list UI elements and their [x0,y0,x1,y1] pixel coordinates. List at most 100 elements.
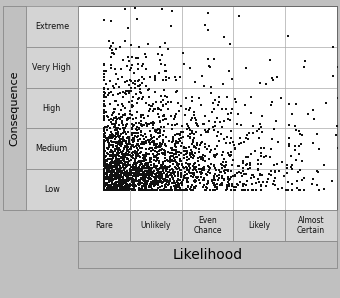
Point [137,160,142,165]
Point [184,146,189,150]
Point [112,186,117,191]
Point [228,128,234,133]
Point [147,167,152,172]
Point [119,184,124,189]
Point [110,167,115,172]
Point [161,113,167,118]
Point [259,154,264,159]
Point [185,175,191,180]
Point [188,155,193,160]
Point [168,114,174,119]
Point [108,147,114,152]
Point [115,165,120,170]
Point [109,160,114,165]
Point [124,160,130,164]
Point [102,171,108,176]
Point [129,130,135,135]
Point [204,147,209,151]
Point [116,173,122,177]
Point [225,151,231,156]
Point [113,106,118,111]
Point [163,150,168,155]
Point [238,170,243,175]
Point [118,161,123,166]
Point [161,125,167,129]
Point [112,177,117,181]
Point [163,178,168,183]
Point [118,159,124,164]
Point [159,174,165,179]
Point [149,182,155,187]
Point [214,116,220,120]
Point [136,77,142,82]
Point [187,152,192,156]
Point [140,178,146,182]
Point [119,170,124,175]
Text: Consequence: Consequence [10,70,19,146]
Point [101,177,107,182]
Point [147,74,152,79]
Point [115,147,120,152]
Point [106,187,112,192]
Point [133,165,139,170]
Point [109,132,114,137]
Point [128,168,133,173]
Point [236,170,242,174]
Point [138,169,143,173]
Point [124,173,130,178]
Point [146,165,152,170]
Point [161,113,166,118]
Point [144,169,149,174]
Point [198,103,203,108]
Point [163,143,168,148]
Point [191,113,197,118]
Point [229,169,234,173]
Point [113,167,118,171]
Point [119,187,124,192]
Point [187,150,193,155]
Point [137,179,142,183]
Point [132,187,137,192]
Point [137,187,142,192]
Point [265,180,270,185]
Point [185,180,190,185]
Point [134,163,139,168]
Point [103,164,108,168]
Point [185,133,190,138]
Point [207,144,212,149]
Point [112,175,118,180]
Point [229,162,235,167]
Point [109,173,115,178]
Point [227,183,232,188]
Point [202,22,207,27]
Point [159,171,164,176]
Point [141,181,147,186]
Point [148,159,153,164]
Point [229,182,235,187]
Point [137,187,142,192]
Point [108,183,114,187]
Point [225,176,231,181]
Point [109,136,114,141]
Point [285,166,290,170]
Point [241,168,246,173]
Point [117,44,123,49]
Point [123,171,128,176]
Point [186,163,191,168]
Point [181,174,187,179]
Point [143,55,149,60]
Point [101,156,107,161]
Point [184,177,190,182]
Point [191,110,197,115]
Point [142,175,148,179]
Point [114,182,120,187]
Point [142,177,148,181]
Point [136,172,142,177]
Point [124,185,130,190]
Point [127,182,132,187]
Point [128,186,133,191]
Point [144,83,149,88]
Point [219,175,225,179]
Point [149,121,154,126]
Point [124,146,130,151]
